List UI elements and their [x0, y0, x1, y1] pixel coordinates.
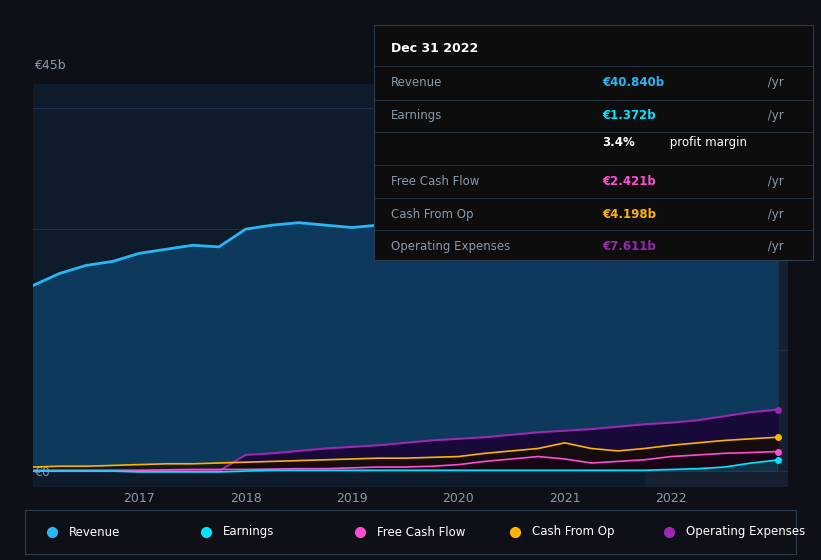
Text: Operating Expenses: Operating Expenses — [686, 525, 805, 539]
Text: /yr: /yr — [764, 175, 784, 188]
Text: Earnings: Earnings — [223, 525, 274, 539]
Text: /yr: /yr — [764, 76, 784, 90]
Text: Earnings: Earnings — [391, 109, 443, 122]
Text: Free Cash Flow: Free Cash Flow — [391, 175, 479, 188]
Text: /yr: /yr — [764, 109, 784, 122]
Text: /yr: /yr — [764, 208, 784, 221]
Text: €0: €0 — [34, 466, 50, 479]
Text: Cash From Op: Cash From Op — [391, 208, 474, 221]
Bar — [644, 84, 788, 487]
Text: Revenue: Revenue — [391, 76, 443, 90]
Text: €1.372b: €1.372b — [602, 109, 656, 122]
Text: 3.4%: 3.4% — [602, 136, 635, 150]
Text: Dec 31 2022: Dec 31 2022 — [391, 42, 479, 55]
Text: €2.421b: €2.421b — [602, 175, 656, 188]
Text: /yr: /yr — [764, 240, 784, 253]
Text: €45b: €45b — [34, 59, 66, 72]
Text: €7.611b: €7.611b — [602, 240, 656, 253]
Text: profit margin: profit margin — [666, 136, 746, 150]
Text: €40.840b: €40.840b — [602, 76, 664, 90]
Text: Revenue: Revenue — [69, 525, 120, 539]
Text: Cash From Op: Cash From Op — [532, 525, 614, 539]
Text: Free Cash Flow: Free Cash Flow — [378, 525, 466, 539]
Text: €4.198b: €4.198b — [602, 208, 656, 221]
Text: Operating Expenses: Operating Expenses — [391, 240, 511, 253]
